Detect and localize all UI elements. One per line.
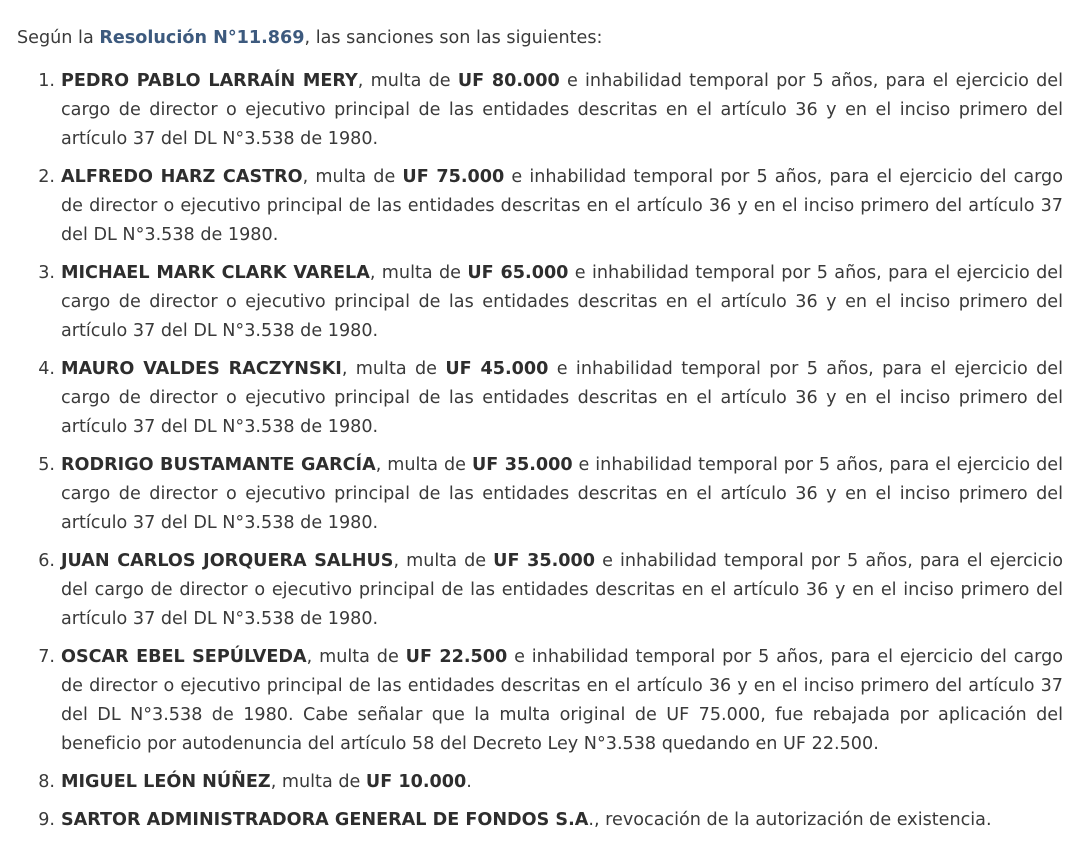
person-name: OSCAR EBEL SEPÚLVEDA: [61, 647, 307, 667]
fine-amount: UF 75.000: [402, 167, 505, 187]
person-name: JUAN CARLOS JORQUERA SALHUS: [61, 551, 394, 571]
intro: Según la Resolución N°11.869, las sancio…: [17, 24, 1063, 53]
fine-amount: UF 22.500: [405, 647, 508, 667]
person-name: RODRIGO BUSTAMANTE GARCÍA: [61, 455, 376, 475]
fine-amount: UF 35.000: [493, 551, 595, 571]
item-text: , multa de: [357, 71, 458, 91]
intro-prefix: Según la: [17, 28, 100, 48]
item-text: .: [466, 772, 472, 792]
item-number: 3.: [38, 263, 55, 283]
item-text: , multa de: [302, 167, 403, 187]
person-name: MIGUEL LEÓN NÚÑEZ: [61, 772, 271, 792]
item-number: 8.: [38, 772, 55, 792]
item-text: e inhabilidad temporal por 5 años, para …: [61, 647, 1064, 754]
sanction-item: 4. MAURO VALDES RACZYNSKI, multa de UF 45…: [17, 355, 1063, 442]
sanction-list: 1. PEDRO PABLO LARRAÍN MERY, multa de UF …: [17, 67, 1063, 835]
sanction-item: 2. ALFREDO HARZ CASTRO, multa de UF 75.00…: [17, 163, 1063, 250]
sanction-item: 6. JUAN CARLOS JORQUERA SALHUS, multa de …: [17, 547, 1063, 634]
fine-amount: UF 10.000: [365, 772, 467, 792]
item-text: , multa de: [369, 263, 468, 283]
sanction-item: 9. SARTOR ADMINISTRADORA GENERAL DE FONDO…: [17, 806, 1063, 835]
resolution-link[interactable]: Resolución N°11.869: [99, 28, 305, 48]
item-text: , multa de: [393, 551, 494, 571]
intro-suffix: , las sanciones son las siguientes:: [304, 28, 603, 48]
fine-amount: UF 45.000: [445, 359, 549, 379]
person-name: SARTOR ADMINISTRADORA GENERAL DE FONDOS …: [61, 810, 589, 830]
sanction-item: 1. PEDRO PABLO LARRAÍN MERY, multa de UF …: [17, 67, 1063, 154]
sanction-item: 7. OSCAR EBEL SEPÚLVEDA, multa de UF 22.5…: [17, 643, 1063, 759]
item-number: 5.: [38, 455, 55, 475]
item-number: 2.: [38, 167, 55, 187]
item-text: , multa de: [270, 772, 366, 792]
item-text: e inhabilidad temporal por 5 años, para …: [61, 71, 1063, 149]
item-text: e inhabilidad temporal por 5 años, para …: [61, 455, 1063, 533]
fine-amount: UF 80.000: [457, 71, 560, 91]
item-text: e inhabilidad temporal por 5 años, para …: [61, 167, 1063, 245]
item-text: ., revocación de la autorización de exis…: [588, 810, 992, 830]
sanction-item: 3. MICHAEL MARK CLARK VARELA, multa de UF…: [17, 259, 1063, 346]
person-name: PEDRO PABLO LARRAÍN MERY: [61, 71, 358, 91]
item-number: 4.: [38, 359, 55, 379]
fine-amount: UF 35.000: [471, 455, 573, 475]
item-text: e inhabilidad temporal por 5 años, para …: [61, 359, 1063, 437]
person-name: MAURO VALDES RACZYNSKI: [61, 359, 342, 379]
sanction-item: 5. RODRIGO BUSTAMANTE GARCÍA, multa de UF…: [17, 451, 1063, 538]
item-number: 7.: [38, 647, 55, 667]
item-text: e inhabilidad temporal por 5 años, para …: [61, 551, 1063, 629]
item-number: 6.: [38, 551, 55, 571]
article: Según la Resolución N°11.869, las sancio…: [17, 24, 1063, 835]
item-text: e inhabilidad temporal por 5 años, para …: [61, 263, 1063, 341]
item-number: 1.: [38, 71, 55, 91]
sanction-item: 8. MIGUEL LEÓN NÚÑEZ, multa de UF 10.000.: [17, 768, 1063, 797]
person-name: MICHAEL MARK CLARK VARELA: [61, 263, 370, 283]
item-text: , multa de: [375, 455, 472, 475]
item-text: , multa de: [341, 359, 446, 379]
fine-amount: UF 65.000: [467, 263, 569, 283]
person-name: ALFREDO HARZ CASTRO: [61, 167, 303, 187]
item-number: 9.: [38, 810, 55, 830]
item-text: , multa de: [306, 647, 406, 667]
